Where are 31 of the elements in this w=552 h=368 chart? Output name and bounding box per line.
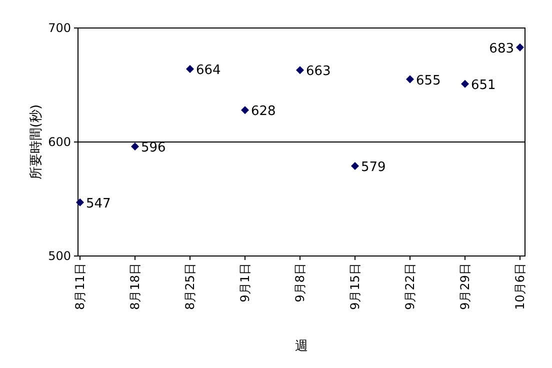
point [241, 106, 249, 114]
point [406, 75, 414, 84]
y-tick-label: 700 [48, 21, 71, 35]
data-label: 664 [196, 63, 221, 78]
point [516, 43, 524, 52]
y-axis-title: 所要時間(秒) [29, 104, 44, 180]
point [351, 162, 359, 170]
data-label: 663 [306, 64, 331, 80]
point [186, 65, 194, 74]
data-label: 628 [251, 104, 276, 120]
x-tick-label: 8月11日 [73, 263, 87, 310]
data-label: 579 [361, 160, 386, 175]
x-tick-label: 8月25日 [183, 263, 197, 310]
data-label: 655 [416, 73, 441, 88]
data-label: 651 [471, 78, 496, 93]
x-tick-label: 9月8日 [293, 263, 307, 302]
point [296, 66, 304, 74]
point [461, 80, 469, 88]
x-tick-label: 9月29日 [458, 263, 472, 310]
x-tick-label: 9月1日 [238, 263, 252, 302]
x-axis-title: 週 [295, 339, 308, 354]
point [131, 142, 139, 151]
y-tick-label: 600 [48, 135, 71, 149]
x-tick-label: 9月22日 [403, 263, 417, 310]
x-tick-label: 8月18日 [128, 263, 142, 310]
x-tick-label: 10月6日 [513, 263, 527, 310]
data-label: 683 [489, 41, 514, 56]
data-label: 547 [86, 196, 111, 212]
x-tick-label: 9月15日 [348, 263, 362, 310]
point [76, 198, 84, 206]
y-tick-label: 500 [48, 249, 71, 263]
